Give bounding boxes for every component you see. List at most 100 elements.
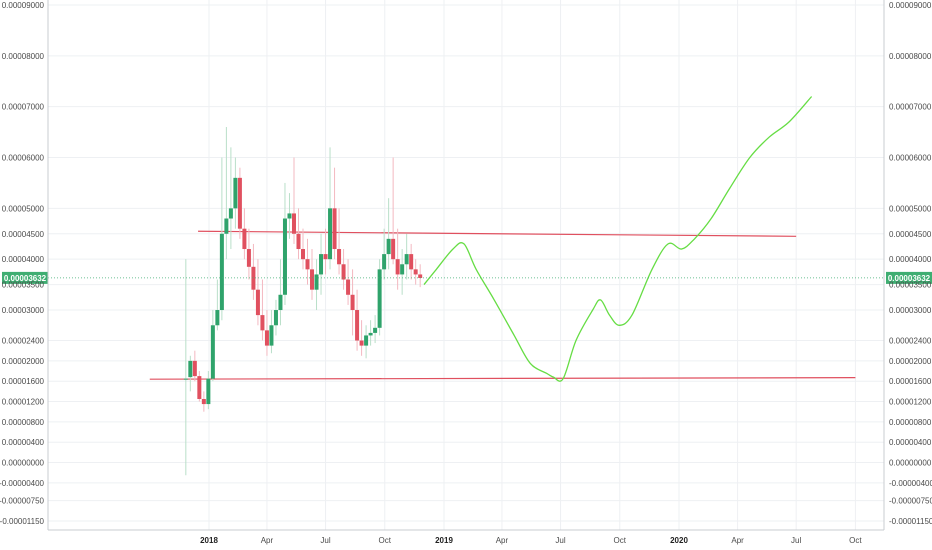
y-tick-label-right: 0.00001200 [889,398,932,407]
trend-lines [149,230,856,380]
candle-body [273,310,278,326]
y-tick-label-right: 0.00000000 [889,459,932,468]
y-tick-label-left: 0.00002400 [2,337,45,346]
candle-body [237,177,242,229]
candle-body [314,274,319,290]
y-tick-label-left: 0.00002000 [2,357,45,366]
candle-body [215,310,220,326]
current-price-label-left-bg [2,271,48,284]
candle-body [233,177,238,209]
candle-body [310,269,315,290]
y-tick-label-right: 0.00009000 [889,1,932,10]
candle-body [282,218,287,295]
candle-body [305,259,310,270]
y-tick-label-left: 0.00006000 [2,154,45,163]
y-tick-label-right: 0.00002000 [889,357,932,366]
x-tick-label: Oct [379,536,392,545]
y-tick-label-right: -0.00000750 [889,497,932,506]
candle-body [382,254,387,270]
candle-body [228,208,233,219]
candle-body [269,325,274,346]
y-tick-label-right: 0.00007000 [889,103,932,112]
candle-body [418,274,423,278]
candle-body [296,233,301,250]
current-price-label-left: 0.00003632 [4,274,47,283]
candle-body [251,266,256,290]
y-tick-label-right: 0.00001600 [889,377,932,386]
candle-body [201,398,206,405]
candle-body [391,238,396,260]
candle-body [197,376,202,399]
y-tick-label-left: -0.00000750 [0,497,45,506]
y-tick-label-right: 0.00002400 [889,337,932,346]
x-tick-label: Oct [614,536,627,545]
candle-body [183,378,188,380]
candle-body [400,264,405,275]
current-price-label-right: 0.00003632 [888,274,931,283]
grid [48,0,884,530]
candle-body [323,254,328,260]
candle-body [337,249,342,265]
candle-body [188,360,193,378]
y-tick-label-right: 0.00008000 [889,52,932,61]
candle-body [287,213,292,219]
y-tick-label-left: 0.00009000 [2,1,45,10]
y-tick-label-left: 0.00001600 [2,377,45,386]
x-tick-label: Apr [731,536,744,545]
candle-body [395,259,400,275]
y-tick-label-right: 0.00005000 [889,204,932,213]
y-tick-label-left: -0.00000400 [0,479,45,488]
candle-body [364,335,369,346]
y-tick-label-left: 0.00000800 [2,418,45,427]
x-tick-label: Jul [320,536,330,545]
x-tick-label: Oct [849,536,862,545]
x-tick-label: Apr [261,536,274,545]
y-tick-label-left: 0.00003500 [2,281,45,290]
y-tick-label-left: 0.00004000 [2,255,45,264]
x-tick-label: Jul [555,536,565,545]
y-tick-label-left: 0.00000400 [2,438,45,447]
y-tick-label-right: -0.00000400 [889,479,932,488]
current-price-line: 0.00003632 0.00003632 [2,271,932,284]
y-tick-label-right: 0.00006000 [889,154,932,163]
candle-body [368,332,373,336]
candle-body [224,218,229,234]
x-tick-label: 2018 [200,536,218,545]
candle-body [359,340,364,346]
candle-body [355,310,360,341]
y-tick-label-left: 0.00003000 [2,306,45,315]
resistance-trend-line [198,230,797,237]
candles [183,127,423,476]
candle-body [319,254,324,275]
x-tick-label: Jul [791,536,801,545]
candle-body [255,289,260,316]
y-tick-label-right: 0.00000800 [889,418,932,427]
y-tick-label-left: 0.00007000 [2,103,45,112]
candle-body [192,360,197,377]
support-trend-line [149,377,856,380]
projection-line [423,96,813,382]
y-tick-label-right: 0.00003000 [889,306,932,315]
projection-curve [423,96,813,382]
candle-body [350,294,355,311]
candle-body [328,208,333,260]
candle-body [346,279,351,295]
candle-body [373,327,378,333]
x-tick-label: Apr [496,536,509,545]
candle-body [291,213,296,234]
y-tick-label-left: 0.00004500 [2,230,45,239]
y-tick-label-left: 0.00005000 [2,204,45,213]
candle-body [264,330,269,346]
y-tick-label-left: -0.00001150 [0,517,45,526]
y-tick-label-right: 0.00004000 [889,255,932,264]
candle-body [246,249,251,267]
candle-body [341,264,346,280]
candle-body [301,249,305,260]
candle-body [242,228,247,250]
candle-body [206,378,211,405]
x-tick-label: 2019 [435,536,453,545]
y-tick-label-right: 0.00003500 [889,281,932,290]
candle-body [260,315,265,331]
candle-body [409,254,414,270]
